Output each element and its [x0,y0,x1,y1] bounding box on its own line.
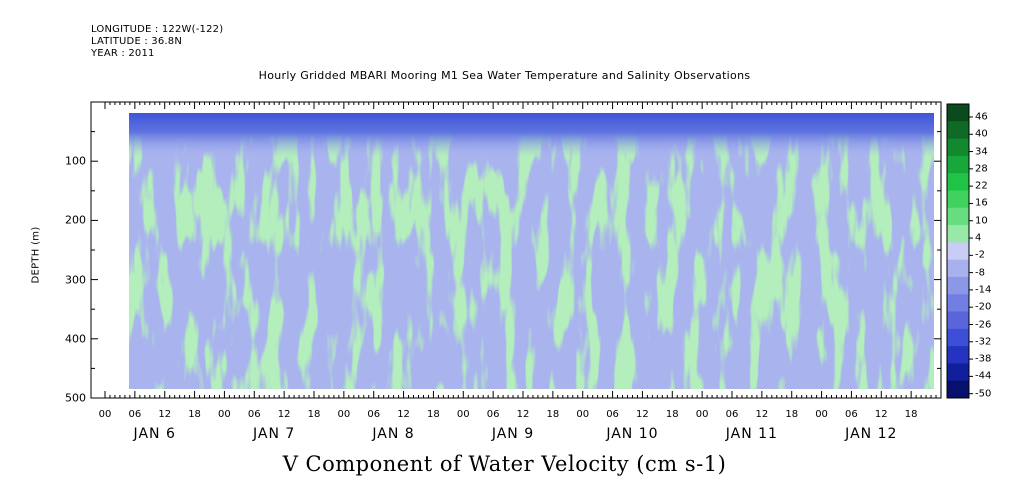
colorbar-label: 16 [975,197,988,209]
y-tick-label: 400 [65,332,86,346]
colorbar-label: -26 [975,319,992,330]
x-hour-label: 12 [397,409,410,420]
colorbar-label: -38 [975,353,992,365]
y-tick-label: 300 [65,273,86,287]
x-hour-label: 12 [874,409,888,420]
x-hour-label: 06 [845,409,858,420]
year-label: YEAR : 2011 [91,48,155,59]
colorbar-label: 4 [975,232,982,244]
axes [90,101,942,399]
x-hour-label: 12 [277,409,291,420]
x-hour-label: 06 [725,409,739,420]
y-tick-label: 200 [65,213,86,227]
colorbar-swatch [947,380,969,399]
x-day-label: JAN 12 [845,426,898,442]
colorbar-label: -50 [975,388,992,400]
colorbar [946,103,973,399]
colorbar-swatch [947,225,969,243]
colorbar-label: -44 [975,370,992,382]
colorbar-frame [946,103,970,399]
x-hour-label: 12 [636,409,649,420]
x-hour-label: 06 [486,409,500,420]
colorbar-label: 40 [975,128,988,140]
colorbar-label: 34 [975,146,988,158]
latitude-label: LATITUDE : 36.8N [91,36,183,47]
x-hour-label: 00 [337,409,351,420]
x-hour-label: 18 [307,409,321,420]
colorbar-swatch [947,190,969,209]
colorbar-swatch [947,311,969,330]
colorbar-label: -32 [975,336,992,348]
colorbar-label: 46 [975,111,988,123]
colorbar-swatch [947,259,969,278]
x-day-label: JAN 9 [491,426,535,442]
x-day-label: JAN 8 [372,426,415,442]
colorbar-label: 10 [975,215,988,227]
colorbar-label: 28 [975,163,988,175]
x-day-label: JAN 10 [606,426,659,442]
surface-negative-band [129,113,934,389]
colorbar-swatch [947,276,969,295]
x-hour-label: 12 [755,409,769,420]
colorbar-label: -2 [975,249,985,261]
x-hour-label: 00 [576,409,590,420]
x-hour-label: 00 [815,409,828,420]
x-day-label: JAN 7 [252,426,296,442]
x-hour-label: 00 [98,409,112,420]
x-hour-label: 18 [546,409,560,420]
x-hour-label: 00 [218,409,231,420]
colorbar-swatch [947,294,969,313]
x-hour-label: 00 [456,409,470,420]
x-hour-label: 18 [904,409,918,420]
colorbar-swatch [947,155,969,174]
x-hour-label: 18 [188,409,201,420]
chart-title: Hourly Gridded MBARI Mooring M1 Sea Wate… [258,69,751,82]
x-hour-label: 06 [606,409,619,420]
x-hour-label: 18 [427,409,440,420]
colorbar-swatch [947,363,969,382]
x-day-label: JAN 6 [133,426,176,442]
colorbar-swatch [947,121,969,140]
colorbar-swatch [947,173,969,191]
variable-label: V Component of Water Velocity (cm s-1) [282,452,727,476]
x-hour-label: 12 [516,409,530,420]
colorbar-swatch [947,346,969,364]
y-tick-label: 100 [65,154,86,168]
colorbar-label: -8 [975,267,985,279]
plot-area [129,113,934,389]
x-hour-label: 18 [665,409,679,420]
colorbar-swatch [947,138,969,157]
colorbar-label: 22 [975,180,988,192]
colorbar-swatch [947,328,969,347]
colorbar-swatch [947,207,969,226]
colorbar-label: -14 [975,284,992,296]
colorbar-label: -20 [975,301,992,313]
x-hour-label: 12 [158,409,172,420]
x-hour-label: 06 [367,409,381,420]
colorbar-swatch [947,242,969,261]
x-hour-label: 06 [128,409,142,420]
y-tick-label: 500 [65,391,86,405]
x-hour-label: 00 [695,409,709,420]
x-hour-label: 06 [247,409,261,420]
colorbar-swatch [947,104,969,122]
x-hour-label: 18 [785,409,799,420]
longitude-label: LONGITUDE : 122W(-122) [91,24,224,35]
x-day-label: JAN 11 [725,426,778,442]
